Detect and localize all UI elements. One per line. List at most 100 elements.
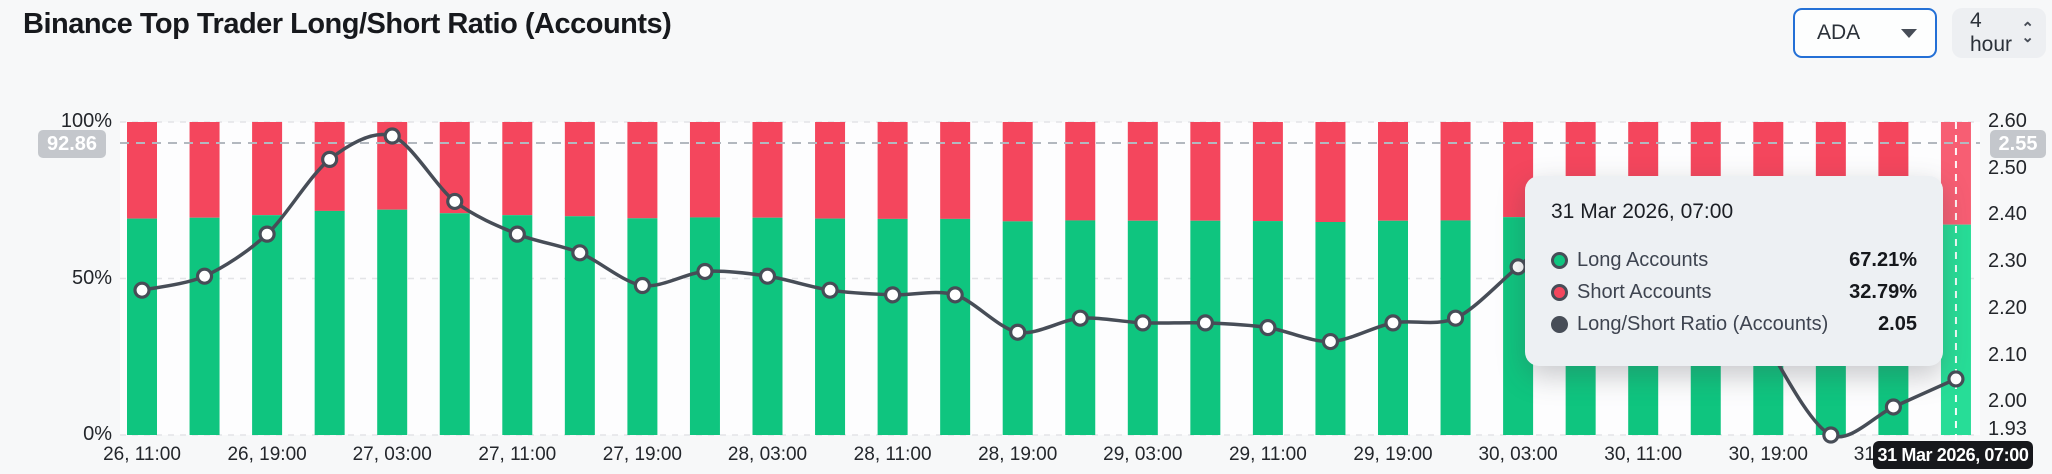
ratio-point[interactable]	[195, 267, 214, 285]
ratio-point[interactable]	[696, 262, 714, 281]
x-axis-tick: 29, 03:00	[1103, 444, 1183, 465]
ratio-point[interactable]	[1259, 318, 1277, 337]
y-axis-tick-left: 50%	[71, 266, 112, 289]
ratio-point[interactable]	[1071, 309, 1089, 327]
bar-segment-long[interactable]	[439, 213, 470, 435]
ratio-point[interactable]	[883, 286, 902, 304]
bar-segment-short[interactable]	[502, 122, 533, 216]
ratio-point[interactable]	[321, 150, 339, 168]
bar-segment-short[interactable]	[1252, 122, 1283, 222]
bar-segment-long[interactable]	[752, 217, 783, 435]
bar-segment-long[interactable]	[940, 218, 971, 435]
bar-segment-long[interactable]	[627, 218, 658, 435]
bar-segment-long[interactable]	[1065, 220, 1096, 435]
bar-segment-short[interactable]	[752, 122, 783, 218]
ratio-point[interactable]	[383, 127, 401, 145]
bar-segment-short[interactable]	[1002, 122, 1033, 222]
tooltip-value: 2.05	[1878, 312, 1917, 335]
x-axis-tick: 28, 03:00	[727, 444, 808, 465]
tooltip-value: 32.79%	[1849, 280, 1917, 303]
tooltip-row-short: Short Accounts 32.79%	[1551, 276, 1917, 308]
bar-segment-long[interactable]	[377, 209, 408, 435]
crosshair-date-badge: 31 Mar 2026, 07:00	[1873, 441, 2033, 469]
ratio-point[interactable]	[1384, 314, 1402, 332]
bar-segment-short[interactable]	[940, 122, 971, 219]
tooltip-label: Short Accounts	[1577, 280, 1712, 303]
ratio-dot-icon	[1551, 315, 1568, 333]
bar-segment-short[interactable]	[627, 122, 658, 219]
interval-select[interactable]: 4 hour ⌃ ⌄	[1952, 8, 2046, 58]
x-axis-tick: 27, 03:00	[352, 444, 432, 465]
x-axis-tick: 30, 19:00	[1728, 444, 1808, 465]
x-axis-tick: 30, 11:00	[1604, 444, 1683, 465]
page-title: Binance Top Trader Long/Short Ratio (Acc…	[23, 8, 672, 40]
tooltip-label: Long Accounts	[1577, 248, 1709, 271]
tooltip-date: 31 Mar 2026, 07:00	[1551, 200, 1734, 223]
x-axis-tick: 26, 11:00	[103, 444, 181, 465]
ratio-point[interactable]	[1134, 314, 1152, 332]
chart-tooltip: 31 Mar 2026, 07:00 Long Accounts 67.21% …	[1525, 176, 1943, 366]
bar-segment-long[interactable]	[314, 210, 345, 435]
bar-segment-short[interactable]	[689, 122, 720, 218]
ratio-point[interactable]	[133, 281, 151, 299]
ratio-point[interactable]	[258, 225, 276, 243]
ratio-point[interactable]	[633, 276, 652, 295]
ratio-point[interactable]	[1321, 332, 1340, 351]
select-updown-icon: ⌃ ⌄	[2021, 20, 2034, 46]
bar-segment-long[interactable]	[815, 218, 846, 435]
y-axis-tick-left: 0%	[83, 423, 112, 445]
ratio-point[interactable]	[946, 286, 964, 304]
y-axis-tick-right: 2.20	[1988, 296, 2027, 319]
bar-segment-long[interactable]	[877, 218, 908, 435]
bar-segment-short[interactable]	[1190, 122, 1221, 221]
bar-segment-short[interactable]	[1315, 122, 1346, 223]
bar-segment-short[interactable]	[1378, 122, 1408, 221]
y-axis-tick-right: 1.93	[1988, 418, 2027, 440]
bar-segment-short[interactable]	[815, 122, 846, 219]
bar-segment-short[interactable]	[127, 122, 157, 219]
ratio-point[interactable]	[1947, 370, 1965, 388]
bar-segment-short[interactable]	[564, 122, 595, 217]
bar-segment-short[interactable]	[1440, 122, 1471, 221]
bar-segment-long[interactable]	[189, 217, 220, 435]
ratio-point[interactable]	[1446, 309, 1465, 327]
ratio-point[interactable]	[571, 244, 589, 262]
tooltip-row-ratio: Long/Short Ratio (Accounts) 2.05	[1551, 308, 1917, 340]
crosshair-left-value-badge: 92.86	[38, 130, 106, 158]
y-axis-tick-right: 2.40	[1988, 203, 2027, 226]
bar-segment-long[interactable]	[1315, 222, 1346, 435]
x-axis-tick: 30, 03:00	[1478, 444, 1558, 465]
bar-segment-short[interactable]	[189, 122, 220, 218]
bar-segment-short[interactable]	[1065, 122, 1096, 221]
bar-segment-long[interactable]	[127, 218, 157, 435]
ratio-point[interactable]	[821, 281, 839, 299]
x-axis-tick: 29, 19:00	[1353, 444, 1433, 465]
long-accounts-dot-icon	[1551, 251, 1568, 269]
symbol-select[interactable]: ADA	[1793, 8, 1937, 58]
ratio-point[interactable]	[1822, 426, 1840, 444]
bar-segment-long[interactable]	[252, 215, 283, 435]
bar-segment-long[interactable]	[689, 217, 720, 435]
bar-segment-short[interactable]	[1127, 122, 1158, 221]
ratio-point[interactable]	[508, 225, 526, 243]
bar-segment-long[interactable]	[1440, 220, 1471, 435]
x-axis-tick: 28, 11:00	[853, 444, 932, 465]
ratio-point[interactable]	[1884, 398, 1903, 416]
ratio-point[interactable]	[1009, 323, 1027, 341]
bar-segment-short[interactable]	[877, 122, 908, 219]
bar-segment-short[interactable]	[252, 122, 283, 216]
crosshair-right-value-badge: 2.55	[1990, 130, 2046, 158]
y-axis-tick-right: 2.60	[1988, 110, 2027, 132]
y-axis-tick-right: 2.30	[1988, 250, 2027, 273]
chevron-down-icon	[1901, 28, 1917, 38]
interval-select-value: 4 hour	[1970, 9, 2013, 56]
bar-segment-long[interactable]	[502, 215, 533, 435]
tooltip-row-long: Long Accounts 67.21%	[1551, 244, 1917, 276]
ratio-point[interactable]	[446, 192, 464, 211]
ratio-point[interactable]	[1509, 258, 1527, 276]
y-axis-tick-right: 2.10	[1988, 343, 2027, 366]
tooltip-value: 67.21%	[1849, 248, 1917, 271]
ratio-point[interactable]	[1196, 314, 1214, 332]
ratio-point[interactable]	[758, 267, 777, 285]
